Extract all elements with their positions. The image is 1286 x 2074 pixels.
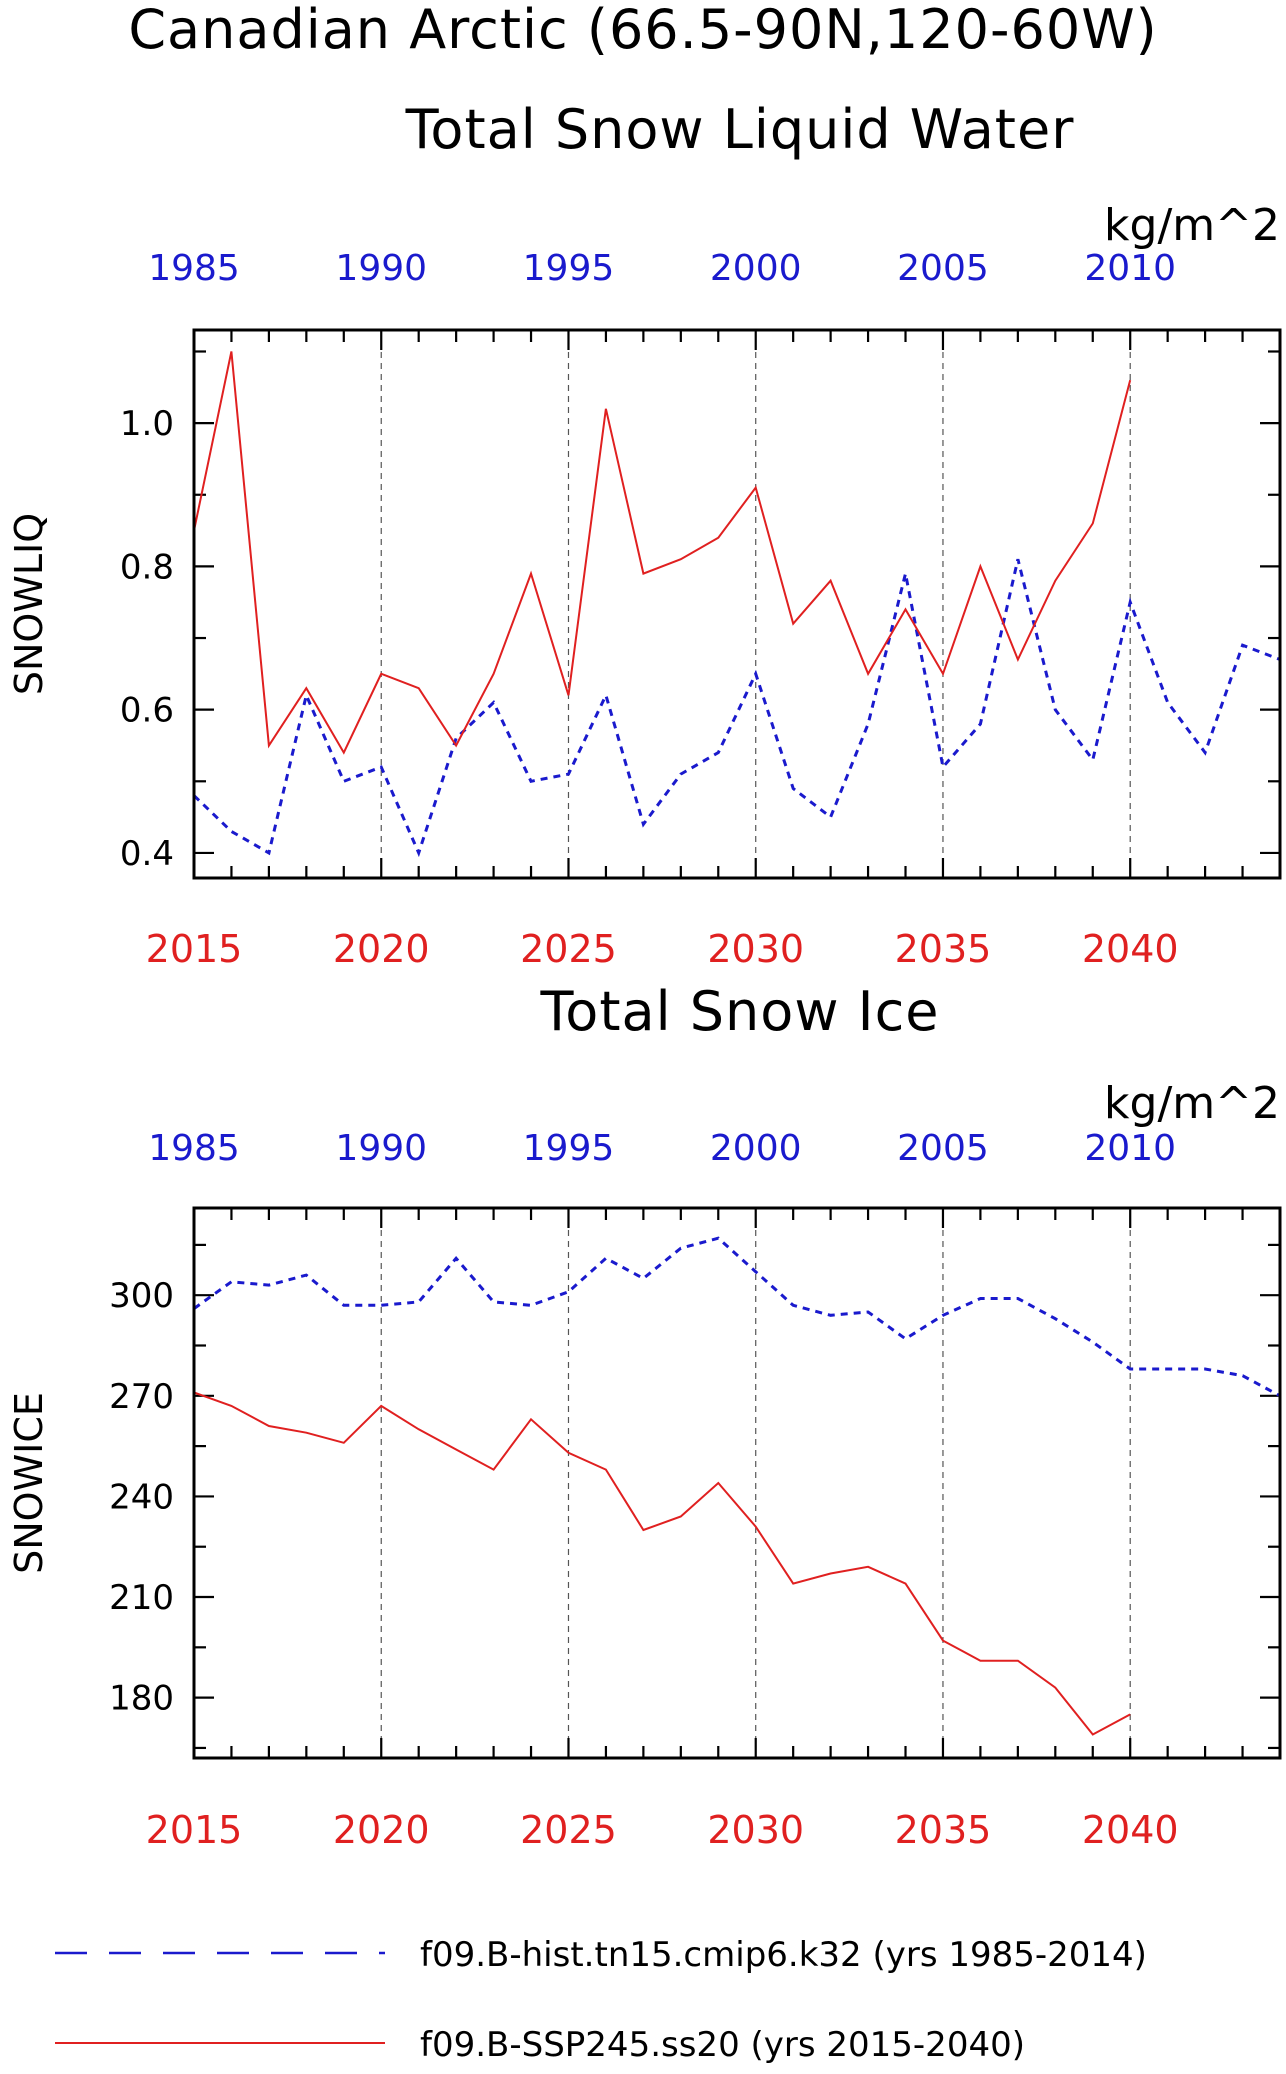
x-tick-label-bottom: 2035 [895, 927, 992, 971]
panel-snowliq: Total Snow Liquid Water kg/m^2 SNOWLIQ 2015… [7, 98, 1282, 971]
panel-snowice: Total Snow Ice kg/m^2 SNOWICE 2015 2020 2025 2… [7, 980, 1282, 1852]
legend-label-ssp: f09.B-SSP245.ss20 (yrs 2015-2040) [420, 2025, 1025, 2065]
x-tick-label-bottom: 2020 [333, 1808, 430, 1852]
x-tick-label-bottom: 2025 [520, 1808, 617, 1852]
y-tick-label: 0.4 [120, 834, 174, 874]
series-hist-line [193, 1236, 1281, 1398]
x-tick-label-bottom: 2035 [895, 1808, 992, 1852]
x-tick-label-bottom: 2020 [333, 927, 430, 971]
y-axis-label: SNOWLIQ [7, 513, 51, 695]
units-label: kg/m^2 [1104, 200, 1280, 251]
x-tick-label-top: 2005 [897, 1128, 989, 1169]
x-tick-label-top: 2000 [710, 248, 802, 289]
y-tick-label: 180 [109, 1679, 174, 1719]
panel-title: Total Snow Ice [540, 980, 940, 1043]
x-tick-label-bottom: 2040 [1082, 1808, 1179, 1852]
x-tick-label-bottom: 2040 [1082, 927, 1179, 971]
panel-title: Total Snow Liquid Water [405, 98, 1075, 161]
x-tick-label-top: 1995 [523, 1128, 615, 1169]
legend: f09.B-hist.tn15.cmip6.k32 (yrs 1985-2014… [55, 1935, 1147, 2065]
x-tick-label-top: 1985 [148, 1128, 240, 1169]
plot-frame [192, 328, 1282, 880]
x-tick-label-top: 1985 [148, 248, 240, 289]
x-tick-label-bottom: 2015 [146, 927, 243, 971]
y-tick-label: 1.0 [120, 404, 174, 444]
x-tick-label-top: 1990 [335, 248, 427, 289]
series-hist-line [192, 558, 1281, 858]
series-ssp-line [193, 1391, 1131, 1736]
x-tick-label-top: 1990 [335, 1128, 427, 1169]
y-axis-label: SNOWICE [7, 1392, 51, 1574]
series-ssp-line [193, 351, 1132, 755]
plot-frame [192, 1206, 1282, 1760]
x-tick-label-top: 1995 [523, 248, 615, 289]
y-tick-label: 240 [109, 1477, 174, 1517]
x-tick-label-top: 2010 [1084, 1128, 1176, 1169]
units-label: kg/m^2 [1104, 1078, 1280, 1129]
y-tick-label: 0.6 [120, 691, 174, 731]
x-tick-label-bottom: 2015 [146, 1808, 243, 1852]
y-tick-label: 270 [109, 1377, 174, 1417]
y-tick-label: 0.8 [120, 547, 174, 587]
x-tick-label-bottom: 2030 [707, 1808, 804, 1852]
figure-title: Canadian Arctic (66.5-90N,120-60W) [128, 0, 1157, 61]
x-tick-label-top: 2005 [897, 248, 989, 289]
x-tick-label-bottom: 2030 [707, 927, 804, 971]
y-tick-label: 210 [109, 1578, 174, 1618]
x-tick-label-top: 2000 [710, 1128, 802, 1169]
x-tick-label-bottom: 2025 [520, 927, 617, 971]
x-tick-label-top: 2010 [1084, 248, 1176, 289]
y-tick-label: 300 [109, 1276, 174, 1316]
legend-label-hist: f09.B-hist.tn15.cmip6.k32 (yrs 1985-2014… [420, 1935, 1147, 1975]
